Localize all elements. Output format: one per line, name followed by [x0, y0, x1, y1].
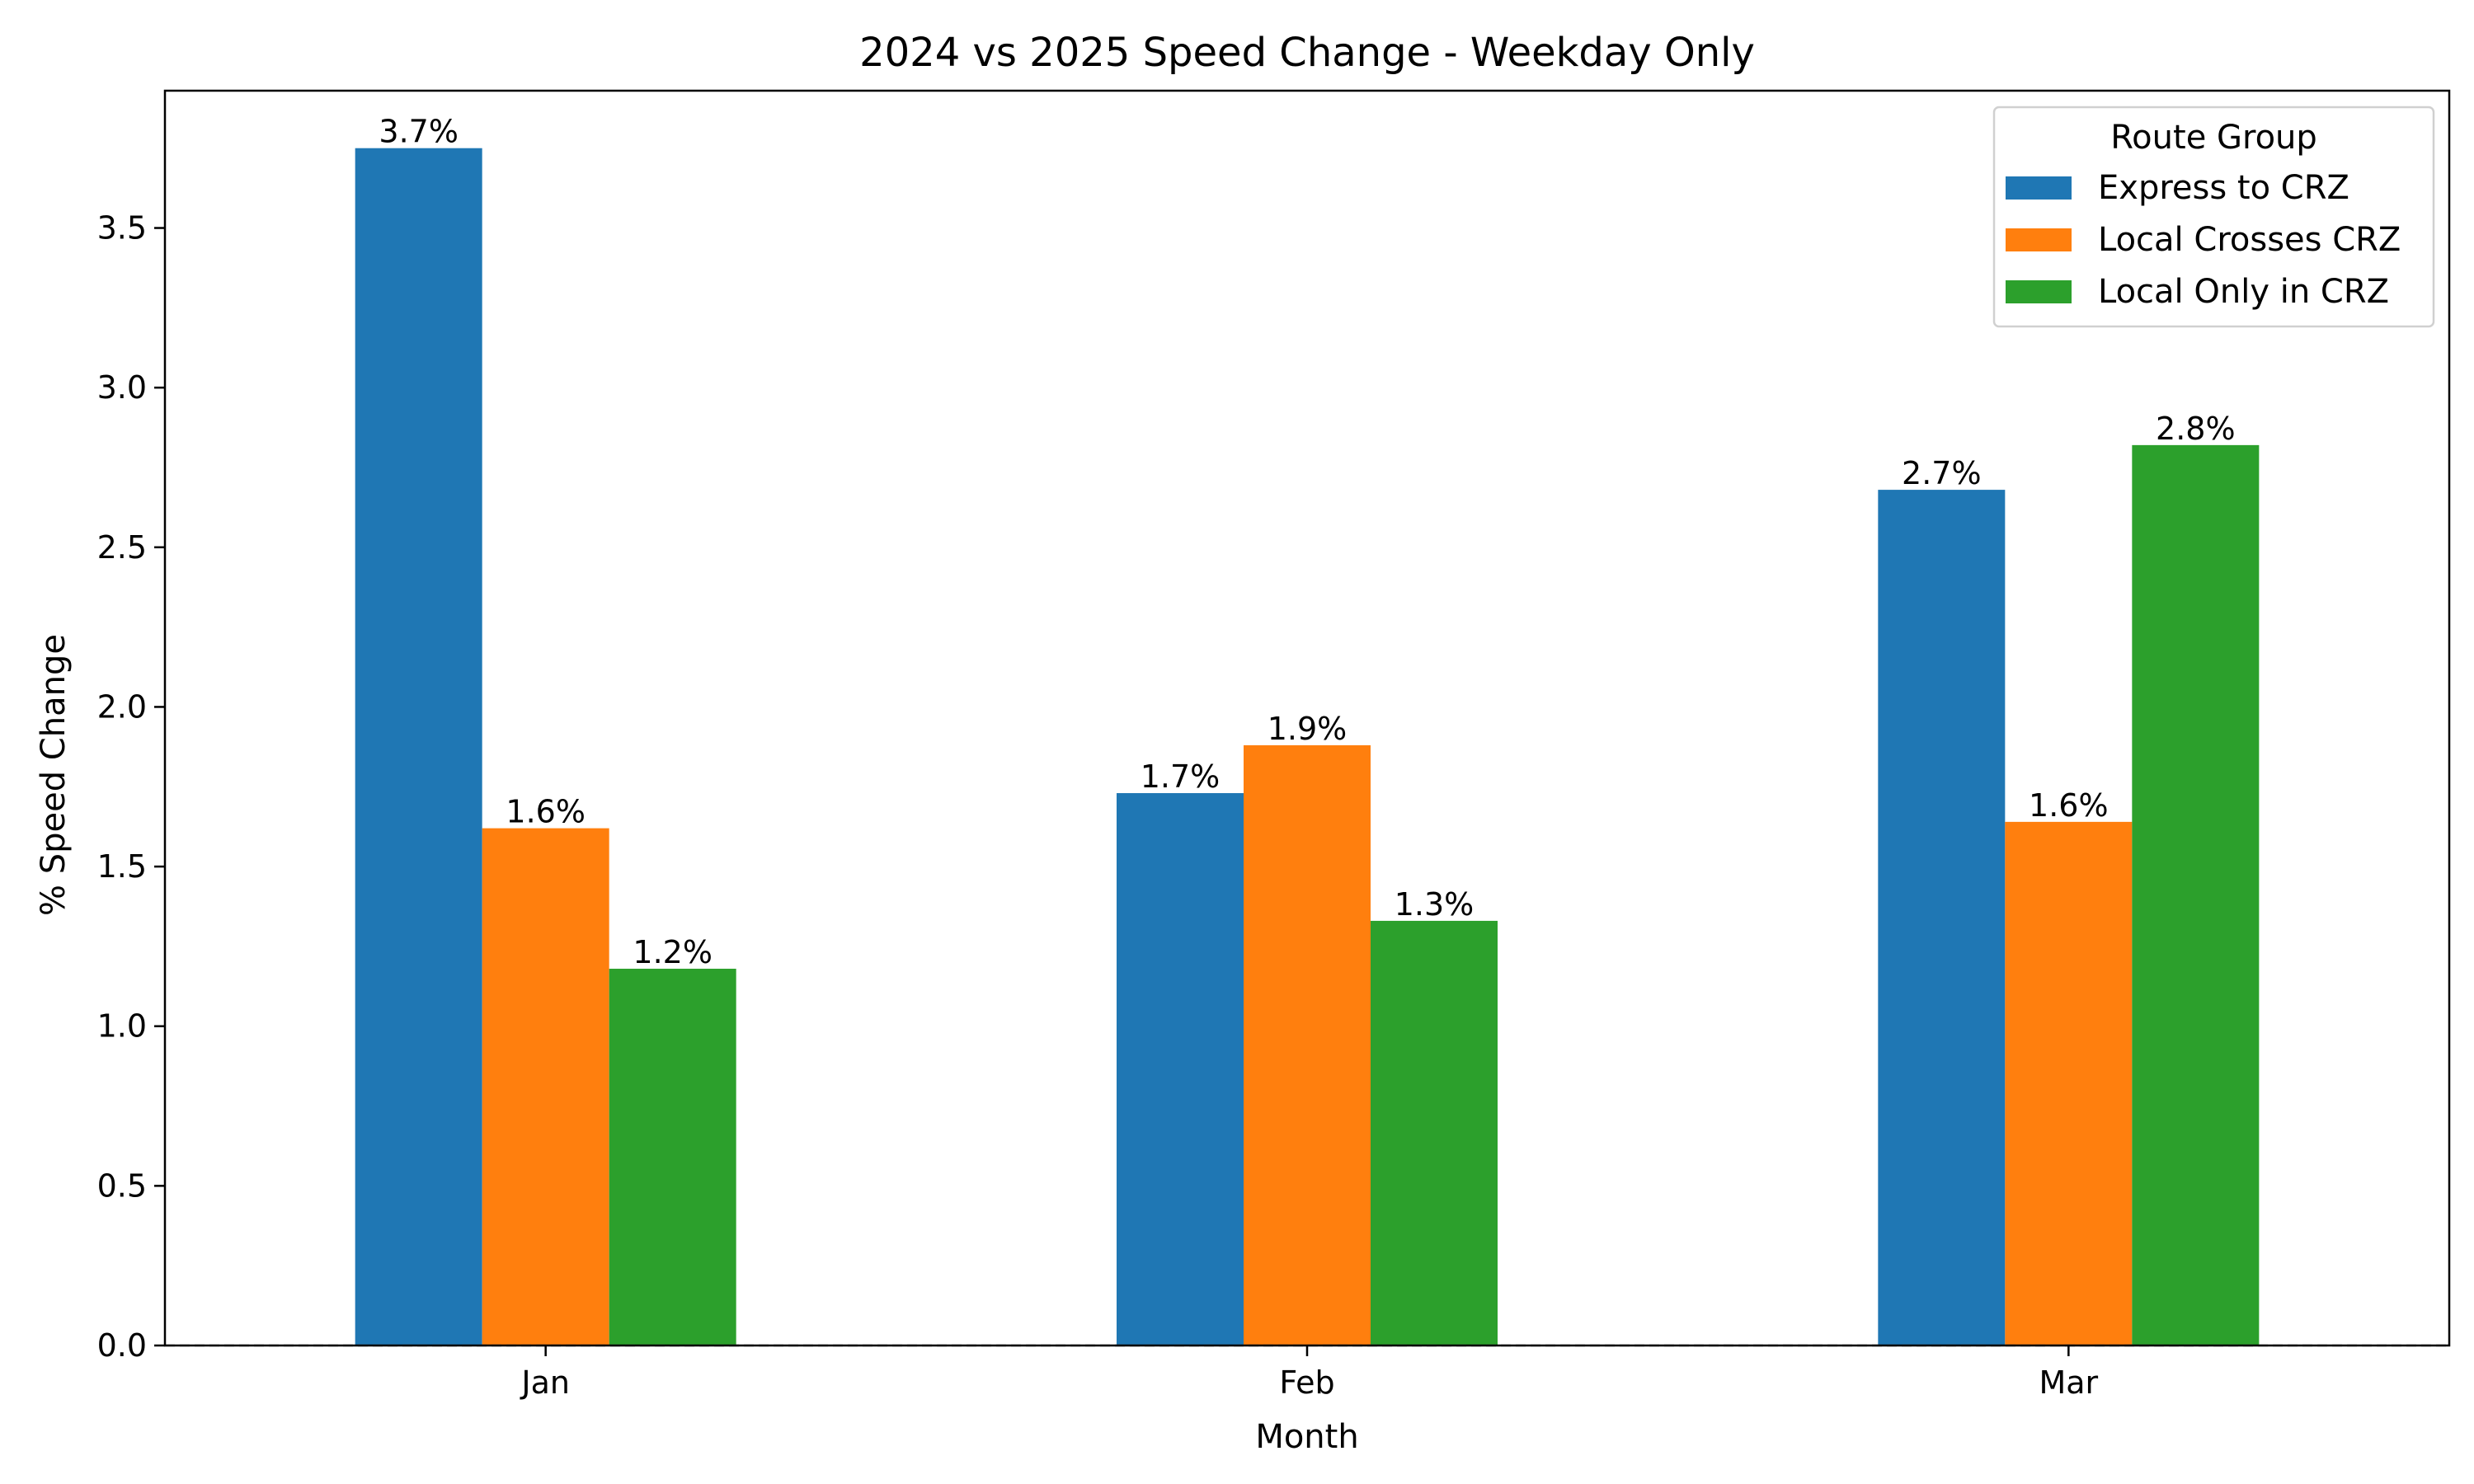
legend-swatch — [2006, 176, 2072, 200]
legend-swatch — [2006, 228, 2072, 251]
y-tick-label: 3.0 — [97, 369, 147, 406]
bar — [1244, 744, 1371, 1345]
bar — [609, 969, 736, 1345]
series-local-only-in-crz: 1.2% 1.3% 2.8% — [609, 411, 2260, 1345]
bar-value-label: 2.7% — [1902, 455, 1982, 491]
bar-value-label: 3.7% — [379, 114, 459, 150]
y-tick-label: 0.5 — [97, 1167, 147, 1204]
bar — [2132, 444, 2260, 1345]
legend: Route Group Express to CRZ Local Crosses C… — [1992, 106, 2435, 328]
y-tick-label: 1.0 — [97, 1008, 147, 1045]
bar-value-label: 1.2% — [633, 934, 713, 970]
x-tick-label: Jan — [520, 1364, 570, 1401]
y-tick-label: 2.5 — [97, 529, 147, 566]
legend-box — [1992, 106, 2435, 328]
bar-value-label: 1.6% — [2029, 787, 2109, 824]
y-tick-label: 0.0 — [97, 1327, 147, 1364]
bar — [2005, 821, 2133, 1345]
y-tick-label: 2.0 — [97, 688, 147, 725]
legend-label: Express to CRZ — [2098, 169, 2349, 207]
legend-label: Local Crosses CRZ — [2098, 221, 2401, 259]
series-local-crosses-crz: 1.6% 1.9% 1.6% — [482, 711, 2133, 1345]
bar — [1878, 490, 2006, 1345]
bar-value-label: 1.6% — [506, 794, 586, 830]
x-tick-label: Feb — [1279, 1364, 1334, 1401]
plot-area: 3.7% 1.7% 2.7% 1.6% 1.9% 1.6% 1.2% 1.3% 2.8% 0.0 0… — [97, 89, 2451, 1401]
bar-value-label: 1.3% — [1395, 886, 1475, 923]
legend-swatch — [2006, 280, 2072, 303]
x-tick-label: Mar — [2039, 1364, 2098, 1401]
bar-value-label: 2.8% — [2156, 411, 2236, 447]
series-express-to-crz: 3.7% 1.7% 2.7% — [355, 114, 2006, 1345]
bar-value-label: 1.7% — [1141, 758, 1221, 795]
legend-title: Route Group — [2110, 119, 2317, 157]
bar — [1371, 920, 1498, 1345]
bar — [482, 828, 609, 1345]
y-axis-title: % Speed Change — [35, 634, 73, 916]
bar — [1117, 793, 1244, 1345]
y-tick-label: 1.5 — [97, 848, 147, 885]
y-tick-label: 3.5 — [97, 210, 147, 247]
bar-value-label: 1.9% — [1268, 711, 1348, 747]
legend-label: Local Only in CRZ — [2098, 273, 2389, 311]
chart-title: 2024 vs 2025 Speed Change - Weekday Only — [859, 30, 1755, 76]
bar — [355, 148, 482, 1345]
x-axis-title: Month — [1255, 1418, 1358, 1456]
